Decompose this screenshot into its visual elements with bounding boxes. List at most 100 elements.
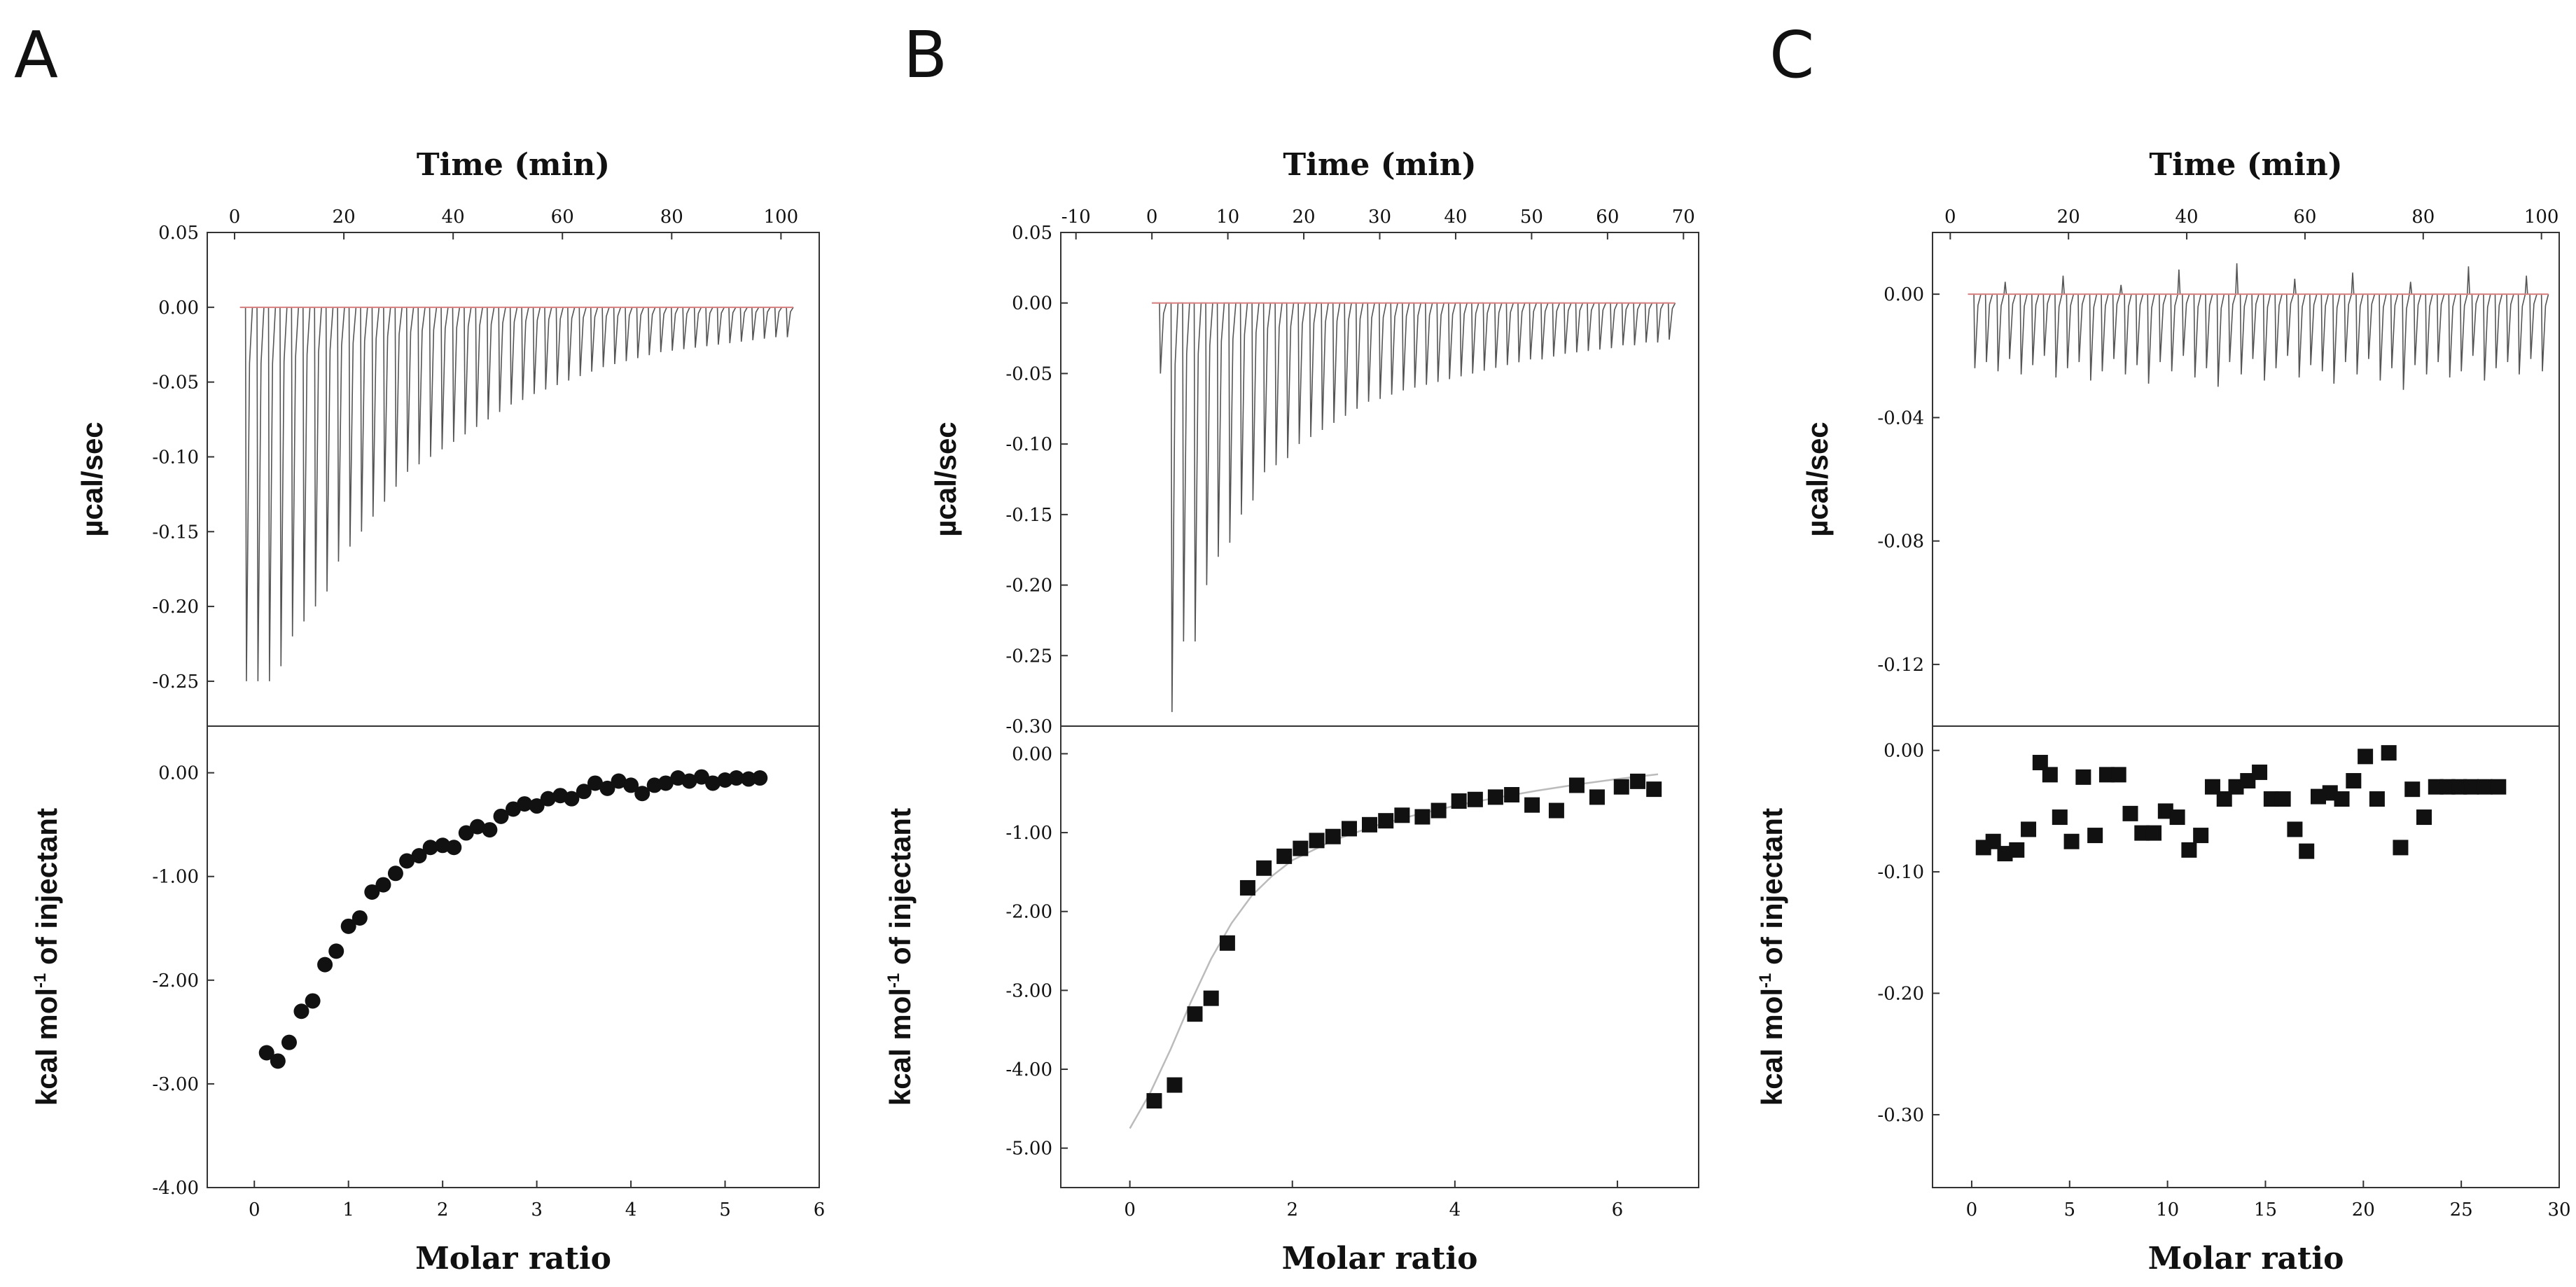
molar-ratio-tick-label: 6 <box>1612 1199 1624 1220</box>
data-point <box>1325 828 1341 844</box>
data-point <box>517 796 533 812</box>
time-tick-label: 80 <box>660 207 683 228</box>
data-point <box>2287 821 2303 837</box>
time-tick-label: 0 <box>1944 207 1956 228</box>
data-point <box>2310 788 2326 805</box>
bottom-plot-frame <box>1932 725 2560 1188</box>
data-point <box>1293 840 1309 856</box>
data-point <box>2204 779 2220 795</box>
data-point <box>1378 813 1394 829</box>
panel-label: B <box>903 18 947 92</box>
data-point <box>1414 809 1430 825</box>
thermogram-trace <box>1152 302 1676 712</box>
time-tick-label: 100 <box>764 207 799 228</box>
data-point <box>1524 797 1540 813</box>
data-point <box>2477 779 2493 795</box>
top-y-tick-label: -0.04 <box>1877 408 1924 429</box>
data-point <box>469 819 485 835</box>
data-point <box>2032 755 2048 771</box>
data-point <box>2009 842 2025 858</box>
data-point <box>1187 1006 1203 1022</box>
molar-ratio-tick-label: 6 <box>814 1199 826 1220</box>
data-point <box>564 791 580 807</box>
data-point <box>482 822 498 838</box>
time-tick-label: 40 <box>1444 207 1467 228</box>
data-point <box>2063 833 2080 849</box>
bottom-y-tick-label: 0.00 <box>158 763 199 784</box>
top-plot-frame <box>207 232 820 727</box>
data-point <box>2228 779 2244 795</box>
molar-ratio-tick-label: 30 <box>2547 1199 2570 1220</box>
data-point <box>399 853 415 869</box>
data-point <box>1467 791 1483 807</box>
bottom-y-tick-label: -4.00 <box>1005 1059 1052 1080</box>
top-y-tick-label: -0.20 <box>152 597 199 618</box>
data-point <box>2169 809 2185 826</box>
top-y-axis-label: µcal/sec <box>76 422 109 536</box>
top-y-tick-label: -0.05 <box>1005 363 1052 384</box>
bottom-y-axis-label: kcal mol-1 of injectant <box>884 808 917 1106</box>
data-point <box>2122 805 2138 821</box>
bottom-y-tick-label: -2.00 <box>152 971 199 992</box>
data-point <box>693 769 709 785</box>
time-tick-label: 20 <box>1293 207 1316 228</box>
data-point <box>2393 840 2409 856</box>
data-point <box>2346 773 2362 789</box>
data-point <box>1167 1077 1183 1093</box>
molar-ratio-tick-label: 0 <box>249 1199 260 1220</box>
bottom-y-tick-label: -5.00 <box>1005 1139 1052 1160</box>
data-point <box>634 786 650 802</box>
molar-ratio-tick-label: 5 <box>2064 1199 2076 1220</box>
data-point <box>2216 791 2232 807</box>
thermogram-trace <box>239 307 794 681</box>
ylabel-main: kcal mol <box>884 988 917 1106</box>
data-point <box>293 1003 309 1020</box>
data-point <box>2263 791 2279 807</box>
bottom-plot-frame <box>1060 725 1699 1188</box>
data-point <box>364 884 380 900</box>
data-point <box>599 780 615 796</box>
top-plot-frame <box>1932 232 2560 727</box>
data-point <box>2369 791 2385 807</box>
data-point <box>1146 1093 1162 1109</box>
bottom-y-tick-label: 0.00 <box>1884 741 1924 762</box>
molar-ratio-tick-label: 2 <box>437 1199 449 1220</box>
data-point <box>2146 825 2162 841</box>
data-point <box>2052 809 2068 826</box>
top-y-tick-label: -0.10 <box>152 447 199 468</box>
data-point <box>2021 821 2037 837</box>
data-point <box>752 770 768 786</box>
data-point <box>1646 781 1662 798</box>
time-tick-label: 60 <box>1596 207 1619 228</box>
bottom-y-tick-label: -3.00 <box>1005 980 1052 1001</box>
top-y-tick-label: 0.00 <box>1884 284 1924 305</box>
bottom-y-tick-label: -4.00 <box>152 1178 199 1199</box>
top-y-tick-label: -0.15 <box>1005 505 1052 526</box>
time-tick-label: 100 <box>2524 207 2559 228</box>
time-axis-title: Time (min) <box>2149 147 2342 183</box>
bottom-y-tick-label: -1.00 <box>152 867 199 888</box>
bottom-y-tick-label: -0.20 <box>1877 984 1924 1005</box>
top-y-tick-label: -0.30 <box>1005 716 1052 737</box>
bottom-y-tick-label: -0.30 <box>1877 1105 1924 1126</box>
data-point <box>1361 816 1377 833</box>
time-tick-label: 70 <box>1672 207 1695 228</box>
data-point <box>611 773 627 789</box>
data-point <box>2181 842 2197 858</box>
data-point <box>2098 767 2115 783</box>
time-tick-label: 10 <box>1216 207 1239 228</box>
molar-ratio-tick-label: 25 <box>2450 1199 2473 1220</box>
data-point <box>1487 789 1503 805</box>
data-point <box>2439 779 2456 795</box>
data-point <box>1504 787 1520 803</box>
data-point <box>540 791 556 807</box>
ylabel-rest: of injectant <box>884 808 917 973</box>
top-y-tick-label: -0.08 <box>1877 531 1924 552</box>
time-tick-label: 40 <box>442 207 465 228</box>
time-tick-label: 60 <box>551 207 574 228</box>
time-tick-label: 30 <box>1368 207 1391 228</box>
panel-label: C <box>1769 18 1814 92</box>
molar-ratio-tick-label: 0 <box>1966 1199 1978 1220</box>
data-point <box>2252 764 2268 780</box>
